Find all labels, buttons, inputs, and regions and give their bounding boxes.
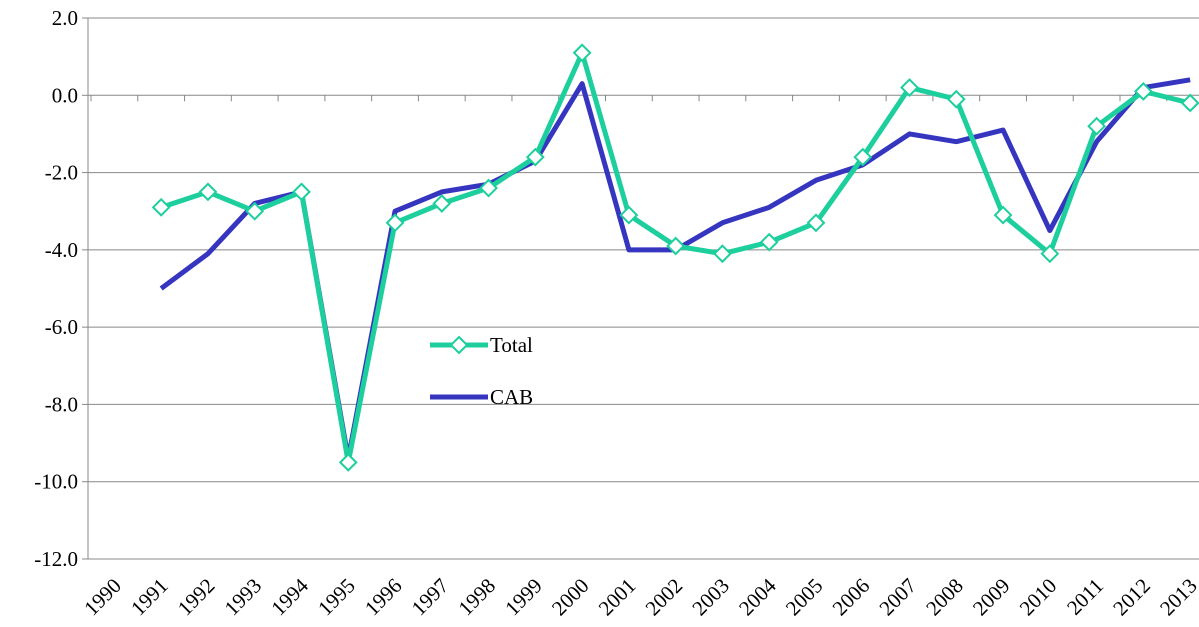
legend-marker <box>449 335 469 355</box>
legend-label: Total <box>490 333 533 357</box>
x-tick-label: 1999 <box>500 574 547 621</box>
marker <box>946 89 966 109</box>
y-tick-label: 2.0 <box>52 6 78 30</box>
x-tick-label: 2010 <box>1015 574 1062 621</box>
y-tick-label: -8.0 <box>45 392 78 416</box>
y-tick-label: -2.0 <box>45 161 78 185</box>
x-tick-label: 2005 <box>781 574 828 621</box>
x-tick-label: 2000 <box>547 574 594 621</box>
x-tick-label: 2007 <box>874 574 921 621</box>
x-tick-label: 2008 <box>921 574 968 621</box>
marker <box>1087 116 1107 136</box>
x-tick-label: 1991 <box>126 574 173 621</box>
marker <box>338 452 358 472</box>
x-tick-label: 1995 <box>313 574 360 621</box>
x-tick-label: 2012 <box>1108 574 1155 621</box>
y-tick-label: -6.0 <box>45 315 78 339</box>
y-tick-label: -10.0 <box>34 470 78 494</box>
marker <box>292 182 311 202</box>
marker <box>666 236 686 256</box>
x-tick-label: 1998 <box>453 574 500 621</box>
legend-label: CAB <box>490 385 533 409</box>
y-tick-label: 0.0 <box>52 83 78 107</box>
marker <box>151 197 171 217</box>
x-tick-label: 1993 <box>220 574 267 621</box>
x-tick-label: 1992 <box>173 574 220 621</box>
marker <box>432 194 452 213</box>
marker <box>993 205 1013 225</box>
marker <box>1040 244 1060 264</box>
x-tick-label: 2004 <box>734 573 781 620</box>
x-tick-label: 2001 <box>594 574 641 621</box>
x-tick-label: 2011 <box>1062 574 1108 620</box>
marker <box>385 213 405 233</box>
x-tick-label: 1996 <box>360 574 407 621</box>
x-tick-label: 2003 <box>687 574 734 621</box>
marker <box>479 178 498 198</box>
marker <box>759 232 779 252</box>
y-tick-label: -4.0 <box>45 238 78 262</box>
marker <box>525 147 545 167</box>
marker <box>1133 82 1153 101</box>
x-tick-label: 2002 <box>641 574 688 621</box>
x-tick-label: 2006 <box>828 574 875 621</box>
marker <box>853 147 873 167</box>
x-tick-label: 2013 <box>1155 574 1199 621</box>
marker <box>572 43 592 63</box>
marker <box>619 205 639 225</box>
x-tick-label: 1994 <box>266 573 313 620</box>
y-tick-label: -12.0 <box>34 547 78 571</box>
marker <box>1180 93 1199 113</box>
marker <box>900 78 919 97</box>
marker <box>245 201 265 221</box>
marker <box>198 182 218 202</box>
marker <box>806 213 826 233</box>
x-tick-label: 1990 <box>79 574 126 621</box>
x-tick-label: 1997 <box>407 574 454 621</box>
x-tick-label: 2009 <box>968 574 1015 621</box>
marker <box>713 244 732 264</box>
